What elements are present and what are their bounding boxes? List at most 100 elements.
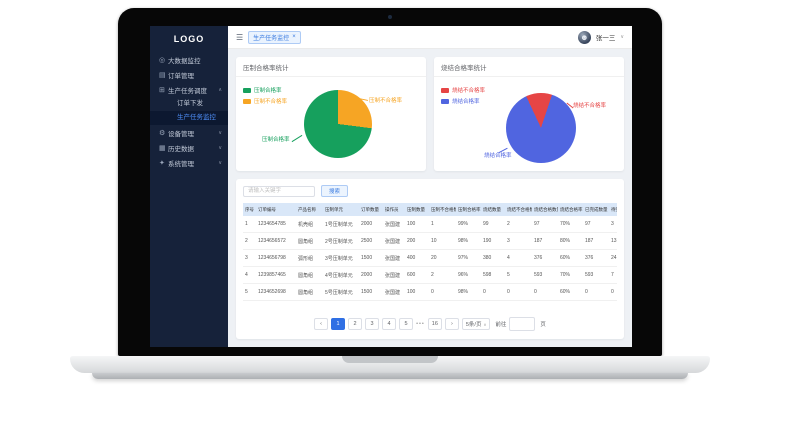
app-window: LOGO ◎ 大数据监控 ▤ 订单管理 ⊞ 生产任务调度 ∧ 订单下发 生产任务监控 ⚙ 设备管理 ∨… xyxy=(150,26,632,347)
sidebar-item-system[interactable]: ✦ 系统管理 ∨ xyxy=(150,155,228,170)
table-cell: 7 xyxy=(609,266,617,284)
laptop-notch xyxy=(342,356,438,363)
menu-fold-icon[interactable]: ☰ xyxy=(236,32,244,42)
column-header: 已完成数量 xyxy=(583,203,609,216)
chevron-down-icon: ∨ xyxy=(218,129,222,136)
table-cell: 2500 xyxy=(359,232,383,250)
table-cell: 0 xyxy=(532,283,558,301)
sidebar-subitem-task-monitor[interactable]: 生产任务监控 xyxy=(150,111,228,125)
column-header: 操作员 xyxy=(383,203,405,216)
column-header: 压制数量 xyxy=(405,203,429,216)
table-cell: 80% xyxy=(558,232,583,250)
pie-label-fail: 烧结不合格率 xyxy=(573,103,607,109)
page-button-1[interactable]: 1 xyxy=(331,318,346,330)
laptop-base xyxy=(70,356,710,373)
table-cell: 190 xyxy=(481,232,505,250)
page-body: 压制合格率统计 压制合格率 压制不合格率 压制合格率 压制不合格率 烧结合格率统计 xyxy=(228,49,632,347)
table-cell: 4 xyxy=(243,266,256,284)
table-row[interactable]: 4 1239857465 圆角组 4号压制单元 2000 张国建 600 2 96% 598 5 59… xyxy=(243,266,617,284)
page-button-16[interactable]: 16 xyxy=(427,318,442,330)
column-header: 烧结合格数量 xyxy=(532,203,558,216)
table-cell: 598 xyxy=(481,266,505,284)
table-cell: 0 xyxy=(609,283,617,301)
sidebar-item-device[interactable]: ⚙ 设备管理 ∨ xyxy=(150,125,228,140)
table-cell: 5 xyxy=(505,266,532,284)
search-row: 搜索 xyxy=(243,185,617,197)
chevron-up-icon: ∧ xyxy=(218,86,222,93)
page-button-4[interactable]: 4 xyxy=(382,318,397,330)
legend-item[interactable]: 压制合格率 xyxy=(243,86,287,94)
pie-chart-pressing[interactable] xyxy=(304,90,372,158)
table-cell: 4 xyxy=(505,249,532,267)
pagination-ellipsis: ••• xyxy=(416,321,425,327)
legend-label: 烧结合格率 xyxy=(452,99,480,105)
search-button[interactable]: 搜索 xyxy=(321,185,349,197)
chevron-down-icon[interactable]: ∨ xyxy=(620,34,624,40)
sidebar-item-orders[interactable]: ▤ 订单管理 xyxy=(150,67,228,82)
page-size-select[interactable]: 5条/页 ∨ xyxy=(461,318,491,330)
page-button-3[interactable]: 3 xyxy=(365,318,380,330)
table-cell: 60% xyxy=(558,249,583,267)
column-header: 订单数量 xyxy=(359,203,383,216)
page-button-5[interactable]: 5 xyxy=(399,318,414,330)
legend-item[interactable]: 压制不合格率 xyxy=(243,97,287,105)
table-row[interactable]: 2 1234656572 圆角组 2号压制单元 2500 张国建 200 10 98% 190 3 1… xyxy=(243,232,617,250)
page-button-2[interactable]: 2 xyxy=(348,318,363,330)
close-icon[interactable]: × xyxy=(292,34,296,40)
table-cell: 376 xyxy=(583,249,609,267)
column-header: 订单编号 xyxy=(256,203,296,216)
chart-title-pressing: 压制合格率统计 xyxy=(236,57,426,77)
column-header: 待完成数量 xyxy=(609,203,617,216)
legend-item[interactable]: 烧结不合格率 xyxy=(441,86,485,94)
next-page-button[interactable]: › xyxy=(444,318,459,330)
table-cell: 4号压制单元 xyxy=(323,266,359,284)
legend-swatch xyxy=(243,87,251,93)
table-cell: 1 xyxy=(243,216,256,233)
sidebar-item-label: 大数据监控 xyxy=(168,57,201,65)
table-cell: 1239857465 xyxy=(256,266,296,284)
table-cell: 圆角组 xyxy=(296,232,323,250)
table-cell: 593 xyxy=(583,266,609,284)
sidebar: LOGO ◎ 大数据监控 ▤ 订单管理 ⊞ 生产任务调度 ∧ 订单下发 生产任务监控 ⚙ 设备管理 ∨… xyxy=(150,26,228,347)
sidebar-item-schedule[interactable]: ⊞ 生产任务调度 ∧ xyxy=(150,82,228,97)
monitor-icon: ◎ xyxy=(159,56,166,64)
sidebar-item-label: 订单管理 xyxy=(168,72,194,80)
table-cell: 2000 xyxy=(359,266,383,284)
pie-chart-sintering[interactable] xyxy=(506,93,576,163)
table-cell: 3 xyxy=(243,249,256,267)
sidebar-item-label: 系统管理 xyxy=(168,160,194,168)
chart-title-sintering: 烧结合格率统计 xyxy=(434,57,624,77)
table-cell: 1 xyxy=(429,216,456,233)
sidebar-subitem-order-dispatch[interactable]: 订单下发 xyxy=(177,100,203,107)
table-row[interactable]: 5 1234652698 圆角组 5号压制单元 1500 张国建 100 0 98% 0 0 0 60%… xyxy=(243,283,617,301)
table-row[interactable]: 1 1234654785 机壳组 1号压制单元 2000 张国建 100 1 99% 99 2 97 7… xyxy=(243,216,617,233)
table-cell: 60% xyxy=(558,283,583,301)
camera-dot xyxy=(388,15,392,19)
order-icon: ▤ xyxy=(159,71,166,79)
table-card: 搜索 序号订单编号产品名称压制单元订单数量操作员压制数量压制不合格数量压制合格率… xyxy=(236,179,624,339)
main-area: ☰ 生产任务监控 × ☻ 张一三 ∨ 压制合格率统计 压制合格率压制不合格率 xyxy=(228,26,632,347)
pie-label-fail: 压制不合格率 xyxy=(369,98,403,104)
sidebar-item-history[interactable]: ▦ 历史数据 ∨ xyxy=(150,140,228,155)
sidebar-item-bigdata[interactable]: ◎ 大数据监控 xyxy=(150,52,228,67)
table-cell: 200 xyxy=(405,232,429,250)
table-cell: 24 xyxy=(609,249,617,267)
column-header: 烧结合格率 xyxy=(558,203,583,216)
table-cell: 1500 xyxy=(359,249,383,267)
search-input[interactable] xyxy=(243,185,315,197)
table-row[interactable]: 3 1234656798 弧形组 3号压制单元 1500 张国建 400 20 97% 380 4 3… xyxy=(243,249,617,267)
label-connector xyxy=(291,134,303,143)
table-cell: 593 xyxy=(532,266,558,284)
prev-page-button[interactable]: ‹ xyxy=(314,318,329,330)
laptop-screen: LOGO ◎ 大数据监控 ▤ 订单管理 ⊞ 生产任务调度 ∧ 订单下发 生产任务监控 ⚙ 设备管理 ∨… xyxy=(118,8,662,356)
table-cell: 97% xyxy=(456,249,481,267)
orders-table: 序号订单编号产品名称压制单元订单数量操作员压制数量压制不合格数量压制合格率烧结数… xyxy=(243,203,617,301)
column-header: 压制单元 xyxy=(323,203,359,216)
legend-item[interactable]: 烧结合格率 xyxy=(441,97,485,105)
table-cell: 100 xyxy=(405,283,429,301)
tab-chip[interactable]: 生产任务监控 × xyxy=(248,30,301,44)
table-cell: 376 xyxy=(532,249,558,267)
username[interactable]: 张一三 xyxy=(595,35,616,42)
jump-page-input[interactable] xyxy=(509,317,536,331)
avatar[interactable]: ☻ xyxy=(577,30,591,44)
